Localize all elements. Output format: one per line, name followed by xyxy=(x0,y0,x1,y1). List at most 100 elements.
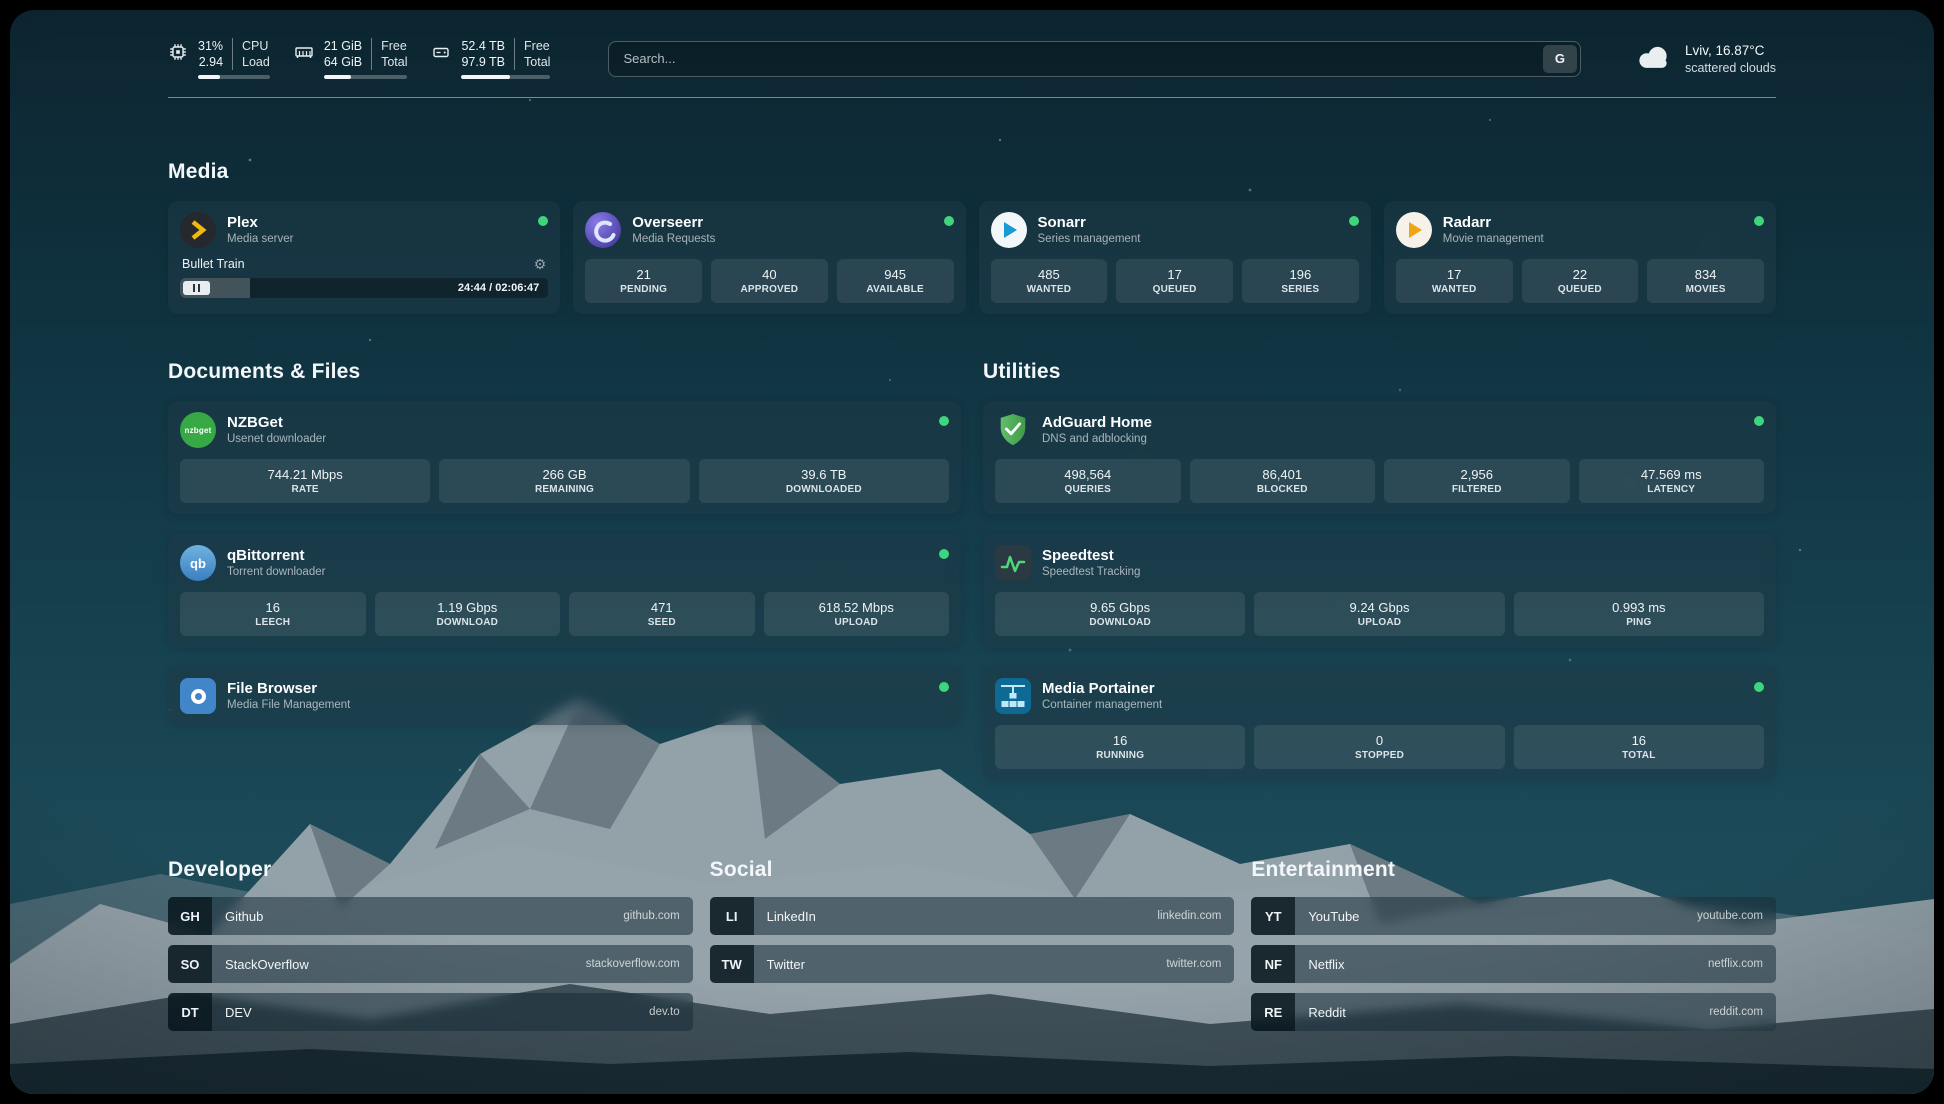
bookmark-name: Github xyxy=(225,908,264,924)
utilities-section-title: Utilities xyxy=(983,360,1061,383)
qbittorrent-card[interactable]: qb qBittorrent Torrent downloader 16 LEE… xyxy=(168,534,961,647)
sonarr-status-dot xyxy=(1348,216,1359,226)
sonarr-title: Sonarr xyxy=(1037,214,1086,231)
bookmark-name: LinkedIn xyxy=(766,908,816,924)
qbittorrent-status-dot xyxy=(939,549,949,559)
stat-label: UPLOAD xyxy=(1357,617,1402,628)
stat-upload: 618.52 Mbps UPLOAD xyxy=(763,592,949,636)
stat-value: 16 xyxy=(1631,733,1647,748)
bookmark-youtube[interactable]: YT YouTube youtube.com xyxy=(1251,897,1776,935)
ram-total-label: Total xyxy=(371,54,407,70)
header-divider xyxy=(168,97,1776,98)
plex-card[interactable]: Plex Media server Bullet Train ⚙ 24:44 /… xyxy=(168,201,561,314)
bookmark-linkedin[interactable]: LI LinkedIn linkedin.com xyxy=(709,897,1235,935)
stat-label: QUEUED xyxy=(1152,284,1197,295)
bookmark-name: Netflix xyxy=(1308,956,1345,972)
stat-value: 2,956 xyxy=(1460,467,1494,482)
bookmark-abbr: GH xyxy=(168,897,212,935)
pause-button[interactable] xyxy=(183,281,210,295)
stat-value: 498,564 xyxy=(1064,467,1112,482)
bookmark-stackoverflow[interactable]: SO StackOverflow stackoverflow.com xyxy=(168,945,693,983)
bookmark-reddit[interactable]: RE Reddit reddit.com xyxy=(1251,993,1776,1031)
stat-label: PENDING xyxy=(620,284,668,295)
stat-blocked: 86,401 BLOCKED xyxy=(1189,459,1375,503)
ram-total-value: 64 GiB xyxy=(323,55,363,69)
ram-free-value: 21 GiB xyxy=(323,39,363,53)
filebrowser-subtitle: Media File Management xyxy=(227,699,351,711)
stat-value: 16 xyxy=(265,600,280,615)
utilities-column: Utilities xyxy=(983,360,1776,800)
stat-label: QUERIES xyxy=(1064,484,1111,495)
filebrowser-card[interactable]: File Browser Media File Management xyxy=(168,667,961,725)
adguard-card[interactable]: AdGuard Home DNS and adblocking 498,564 … xyxy=(983,401,1776,514)
adguard-subtitle: DNS and adblocking xyxy=(1042,433,1147,445)
developer-bookmarks: Developer GH Github github.com SO StackO… xyxy=(168,858,693,1041)
search-bar: G xyxy=(608,40,1581,77)
bookmark-abbr: RE xyxy=(1251,993,1296,1031)
search-input[interactable] xyxy=(608,40,1581,77)
stat-label: RATE xyxy=(291,484,319,495)
bookmark-domain: dev.to xyxy=(649,1006,680,1018)
speedtest-card[interactable]: Speedtest Speedtest Tracking 9.65 Gbps D… xyxy=(983,534,1776,647)
stat-label: TOTAL xyxy=(1622,750,1656,761)
stat-label: RUNNING xyxy=(1096,750,1145,761)
stat-label: LATENCY xyxy=(1647,484,1696,495)
bookmark-dev[interactable]: DT DEV dev.to xyxy=(168,993,693,1031)
bookmark-abbr: DT xyxy=(168,993,212,1031)
stat-ping: 0.993 ms PING xyxy=(1513,592,1764,636)
stat-label: LEECH xyxy=(255,617,291,628)
social-bookmarks: Social LI LinkedIn linkedin.com TW Twitt… xyxy=(709,858,1235,1041)
bookmark-name: StackOverflow xyxy=(225,956,309,972)
stat-total: 16 TOTAL xyxy=(1513,725,1764,769)
cpu-icon xyxy=(168,42,188,62)
sonarr-icon xyxy=(990,212,1027,248)
disk-total-value: 97.9 TB xyxy=(461,55,506,69)
stat-queued: 17 QUEUED xyxy=(1116,259,1233,303)
stat-label: MOVIES xyxy=(1685,284,1726,295)
nzbget-card[interactable]: nzbget NZBGet Usenet downloader 744.21 M… xyxy=(168,401,961,514)
bookmark-domain: linkedin.com xyxy=(1157,910,1222,922)
overseerr-card[interactable]: Overseerr Media Requests 21 PENDING 40 A… xyxy=(573,201,966,314)
bookmark-github[interactable]: GH Github github.com xyxy=(168,897,693,935)
status-bar: 31% CPU 2.94 Load xyxy=(168,38,1776,79)
plex-player-bar: 24:44 / 02:06:47 xyxy=(180,278,549,298)
adguard-title: AdGuard Home xyxy=(1042,414,1153,431)
stat-value: 471 xyxy=(650,600,673,615)
stat-value: 40 xyxy=(762,267,777,282)
stat-wanted: 485 WANTED xyxy=(990,259,1108,303)
bookmark-domain: youtube.com xyxy=(1697,910,1763,922)
stat-value: 834 xyxy=(1694,267,1717,282)
portainer-status-dot xyxy=(1754,682,1764,692)
stat-wanted: 17 WANTED xyxy=(1395,259,1513,303)
search-provider-button[interactable]: G xyxy=(1542,44,1577,73)
stat-series: 196 SERIES xyxy=(1242,259,1359,303)
bookmark-abbr: YT xyxy=(1251,897,1296,935)
stat-value: 86,401 xyxy=(1262,467,1303,482)
overseerr-status-dot xyxy=(943,216,954,226)
stat-value: 9.24 Gbps xyxy=(1349,600,1410,615)
bookmark-twitter[interactable]: TW Twitter twitter.com xyxy=(709,945,1235,983)
radarr-card[interactable]: Radarr Movie management 17 WANTED 22 QUE… xyxy=(1383,201,1776,314)
stat-label: WANTED xyxy=(1026,284,1072,295)
disk-icon xyxy=(431,42,451,62)
radarr-icon xyxy=(1395,212,1432,248)
portainer-title: Media Portainer xyxy=(1042,680,1155,697)
sonarr-card[interactable]: Sonarr Series management 485 WANTED 17 Q… xyxy=(978,201,1371,314)
gear-icon[interactable]: ⚙ xyxy=(533,256,547,272)
entertainment-section-title: Entertainment xyxy=(1251,858,1396,881)
stat-value: 17 xyxy=(1167,267,1182,282)
stat-label: APPROVED xyxy=(740,284,799,295)
filebrowser-status-dot xyxy=(939,682,949,692)
speedtest-icon xyxy=(995,545,1031,581)
stat-value: 16 xyxy=(1112,733,1128,748)
bookmark-netflix[interactable]: NF Netflix netflix.com xyxy=(1251,945,1776,983)
bookmark-domain: netflix.com xyxy=(1708,958,1763,970)
stat-value: 0 xyxy=(1375,733,1384,748)
stat-label: WANTED xyxy=(1431,284,1477,295)
adguard-icon xyxy=(995,412,1031,448)
portainer-card[interactable]: Media Portainer Container management 16 … xyxy=(983,667,1776,780)
stat-value: 1.19 Gbps xyxy=(437,600,498,615)
qbittorrent-icon: qb xyxy=(180,545,216,581)
media-section-title: Media xyxy=(168,160,229,183)
developer-section-title: Developer xyxy=(168,858,272,881)
